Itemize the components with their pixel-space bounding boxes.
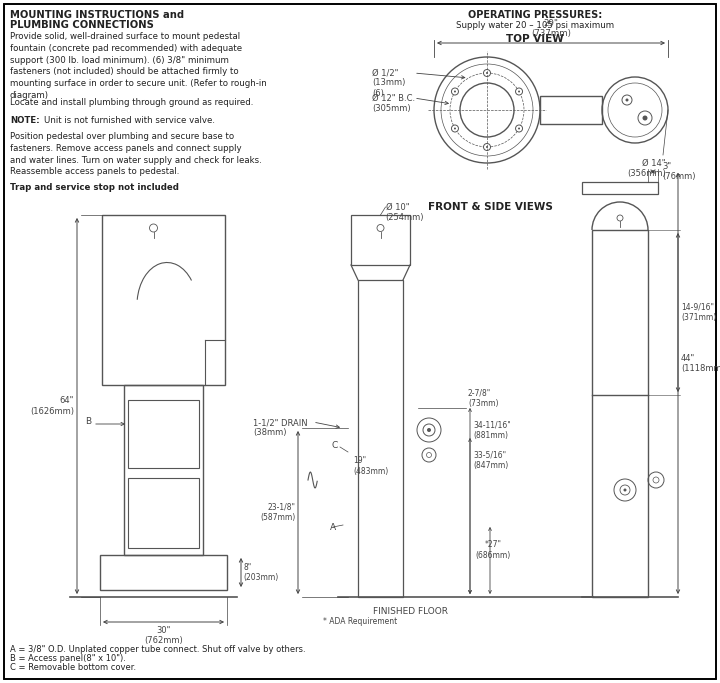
Text: 33-5/16"
(847mm): 33-5/16" (847mm) bbox=[473, 450, 508, 470]
Text: 14-9/16"
(371mm): 14-9/16" (371mm) bbox=[681, 303, 716, 322]
Bar bbox=[358, 280, 403, 597]
Circle shape bbox=[486, 72, 488, 74]
Text: * ADA Requirement: * ADA Requirement bbox=[323, 617, 397, 626]
Text: 2-7/8"
(73mm): 2-7/8" (73mm) bbox=[468, 389, 498, 408]
Text: 29"
(737mm): 29" (737mm) bbox=[531, 18, 571, 38]
Text: B = Access panel(8" x 10").: B = Access panel(8" x 10"). bbox=[10, 654, 126, 663]
Text: 34-11/16"
(881mm): 34-11/16" (881mm) bbox=[473, 420, 510, 440]
Bar bbox=[540, 96, 602, 124]
Circle shape bbox=[451, 125, 459, 132]
Text: B: B bbox=[85, 417, 91, 426]
Bar bbox=[102, 215, 225, 385]
Circle shape bbox=[642, 115, 647, 120]
Text: FRONT & SIDE VIEWS: FRONT & SIDE VIEWS bbox=[428, 202, 552, 212]
Circle shape bbox=[624, 488, 626, 492]
Text: OPERATING PRESSURES:: OPERATING PRESSURES: bbox=[468, 10, 602, 20]
Text: Ø 10"
(254mm): Ø 10" (254mm) bbox=[385, 203, 424, 223]
Bar bbox=[128, 400, 199, 468]
Circle shape bbox=[484, 70, 490, 76]
Circle shape bbox=[518, 91, 520, 92]
Text: Ø 14"
(356mm): Ø 14" (356mm) bbox=[627, 159, 666, 178]
Text: Ø 12" B.C.
(305mm): Ø 12" B.C. (305mm) bbox=[372, 94, 415, 113]
Bar bbox=[100, 555, 227, 590]
Circle shape bbox=[451, 88, 459, 95]
Text: FINISHED FLOOR: FINISHED FLOOR bbox=[373, 607, 448, 616]
Text: A: A bbox=[330, 523, 336, 533]
Text: Supply water 20 – 105 psi maximum: Supply water 20 – 105 psi maximum bbox=[456, 21, 614, 30]
Circle shape bbox=[454, 91, 456, 92]
Text: C = Removable bottom cover.: C = Removable bottom cover. bbox=[10, 663, 136, 672]
Text: Position pedestal over plumbing and secure base to
fasteners. Remove access pane: Position pedestal over plumbing and secu… bbox=[10, 132, 262, 176]
Text: Locate and install plumbing through ground as required.: Locate and install plumbing through grou… bbox=[10, 98, 253, 107]
Bar bbox=[128, 478, 199, 548]
Text: 1-1/2" DRAIN
(38mm): 1-1/2" DRAIN (38mm) bbox=[253, 418, 307, 437]
Circle shape bbox=[427, 428, 431, 432]
Circle shape bbox=[516, 125, 523, 132]
Bar bbox=[592, 230, 648, 597]
Text: C: C bbox=[332, 441, 338, 449]
Text: 44"
(1118mm): 44" (1118mm) bbox=[681, 354, 720, 373]
Text: NOTE:: NOTE: bbox=[10, 116, 40, 125]
Text: PLUMBING CONNECTIONS: PLUMBING CONNECTIONS bbox=[10, 20, 154, 30]
Text: Trap and service stop not included: Trap and service stop not included bbox=[10, 183, 179, 192]
Circle shape bbox=[484, 143, 490, 150]
Circle shape bbox=[626, 98, 629, 102]
Bar bbox=[582, 182, 658, 193]
Text: Unit is not furnished with service valve.: Unit is not furnished with service valve… bbox=[44, 116, 215, 125]
Text: 23-1/8"
(587mm): 23-1/8" (587mm) bbox=[261, 503, 296, 522]
Bar bbox=[351, 215, 410, 265]
Circle shape bbox=[486, 146, 488, 148]
Text: MOUNTING INSTRUCTIONS and: MOUNTING INSTRUCTIONS and bbox=[10, 10, 184, 20]
Text: TOP VIEW: TOP VIEW bbox=[506, 34, 564, 44]
Text: Provide solid, well-drained surface to mount pedestal
fountain (concrete pad rec: Provide solid, well-drained surface to m… bbox=[10, 32, 266, 100]
Text: *27"
(686mm): *27" (686mm) bbox=[475, 540, 510, 559]
Circle shape bbox=[518, 128, 520, 130]
Text: 8"
(203mm): 8" (203mm) bbox=[243, 563, 278, 582]
Text: 30"
(762mm): 30" (762mm) bbox=[144, 626, 183, 645]
Text: 19"
(483mm): 19" (483mm) bbox=[353, 456, 388, 475]
Text: A = 3/8" O.D. Unplated copper tube connect. Shut off valve by others.: A = 3/8" O.D. Unplated copper tube conne… bbox=[10, 645, 305, 654]
Text: 3"
(76mm): 3" (76mm) bbox=[662, 162, 696, 181]
Text: 64"
(1626mm): 64" (1626mm) bbox=[30, 396, 74, 416]
Text: Ø 1/2"
(13mm)
(6): Ø 1/2" (13mm) (6) bbox=[372, 68, 405, 98]
Bar bbox=[124, 385, 203, 555]
Circle shape bbox=[454, 128, 456, 130]
Circle shape bbox=[516, 88, 523, 95]
